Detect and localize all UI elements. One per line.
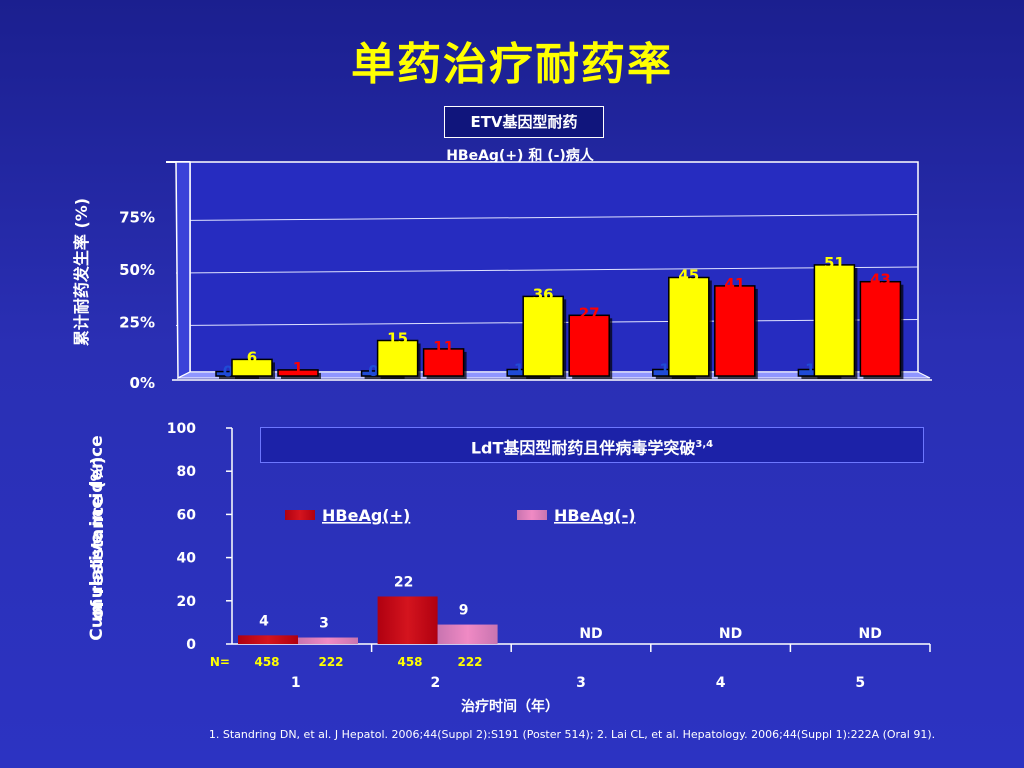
etv-bar xyxy=(277,369,319,377)
etv-bar xyxy=(422,348,465,377)
etv-chart-title-box: ETV基因型耐药 xyxy=(444,106,604,138)
etv-data-label: 11 xyxy=(433,338,454,356)
etv-bar xyxy=(859,280,902,377)
ldt-x-tick-label: 4 xyxy=(716,675,726,691)
etv-data-label: 51 xyxy=(824,254,845,272)
etv-y-tick-label: 75% xyxy=(119,209,155,227)
etv-y-tick-label: 25% xyxy=(119,314,155,332)
ldt-bar xyxy=(298,637,358,644)
etv-data-label: 1 xyxy=(293,359,303,377)
ldt-n-value: 458 xyxy=(397,655,422,669)
etv-bar xyxy=(231,358,273,377)
ldt-x-axis-title: 治疗时间（年） xyxy=(461,699,559,715)
ldt-nd-label: ND xyxy=(579,626,602,642)
etv-data-label: 27 xyxy=(579,304,600,322)
ldt-legend-swatch xyxy=(285,510,315,520)
etv-data-label: 6 xyxy=(247,348,257,366)
ldt-legend-label: HBeAg(-) xyxy=(554,506,636,525)
ldt-y-tick-label: 60 xyxy=(177,507,197,523)
etv-chart-subtitle: HBeAg(+) 和 (-)病人 xyxy=(446,148,594,164)
ldt-data-label: 3 xyxy=(319,616,329,632)
ldt-nd-label: ND xyxy=(719,626,742,642)
etv-data-label: 41 xyxy=(724,275,745,293)
etv-bar xyxy=(813,264,856,377)
ldt-x-tick-label: 5 xyxy=(855,675,865,691)
ldt-data-label: 9 xyxy=(459,603,469,619)
ldt-nd-label: ND xyxy=(859,626,882,642)
etv-bar xyxy=(668,276,710,377)
ldt-y-tick-label: 100 xyxy=(167,421,196,437)
etv-bar xyxy=(376,339,419,377)
slide-title: 单药治疗耐药率 xyxy=(351,39,673,90)
ldt-x-tick-label: 1 xyxy=(291,675,301,691)
ldt-legend-swatch xyxy=(517,510,547,520)
ldt-chart-title: LdT基因型耐药且伴病毒学突破 xyxy=(470,438,696,458)
ldt-y-tick-label: 0 xyxy=(186,637,196,653)
ldt-n-label: N= xyxy=(210,655,230,669)
ldt-chart-title-sup: 3,4 xyxy=(695,439,714,450)
etv-bar xyxy=(522,295,564,377)
ldt-bar xyxy=(377,596,438,644)
etv-gridline xyxy=(175,266,919,274)
etv-bar xyxy=(568,314,610,377)
ldt-legend-label: HBeAg(+) xyxy=(322,506,410,525)
etv-y-tick-label: 0% xyxy=(130,374,155,392)
ldt-n-value: 222 xyxy=(318,655,343,669)
references: 1. Standring DN, et al. J Hepatol. 2006;… xyxy=(208,728,936,741)
ldt-data-label: 4 xyxy=(259,613,269,629)
etv-chart-title: ETV基因型耐药 xyxy=(470,113,578,131)
ldt-n-value: 458 xyxy=(254,655,279,669)
ldt-n-value: 222 xyxy=(457,655,482,669)
etv-bar xyxy=(714,285,756,377)
ldt-y-tick-label: 40 xyxy=(177,551,197,567)
etv-data-label: 36 xyxy=(533,285,554,303)
ldt-x-tick-label: 3 xyxy=(576,675,586,691)
ldt-bar xyxy=(437,624,498,644)
etv-data-label: 43 xyxy=(870,271,891,289)
ldt-x-tick-label: 2 xyxy=(431,675,441,691)
ldt-bar xyxy=(238,635,298,644)
etv-data-label: 45 xyxy=(678,267,699,285)
etv-data-label: 15 xyxy=(387,330,408,348)
ldt-y-tick-label: 20 xyxy=(177,594,197,610)
etv-y-tick-label: 50% xyxy=(119,261,155,279)
ldt-y-tick-label: 80 xyxy=(177,464,197,480)
ldt-chart-title-box: LdT基因型耐药且伴病毒学突破3,4 xyxy=(260,427,924,463)
etv-gridline xyxy=(175,214,919,221)
ldt-data-label: 22 xyxy=(394,574,413,590)
